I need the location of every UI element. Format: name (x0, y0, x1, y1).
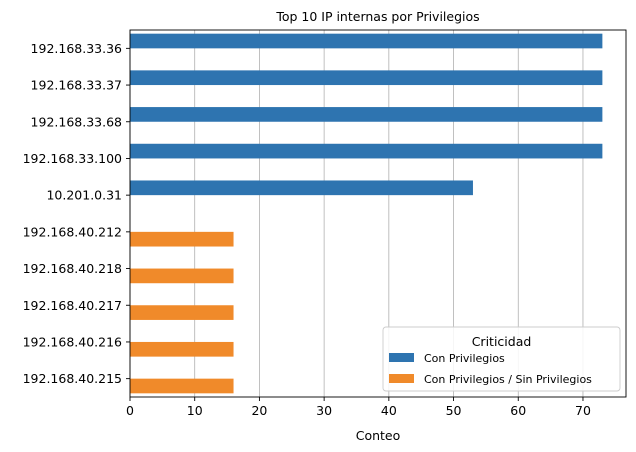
y-tick-label: 192.168.40.217 (23, 298, 122, 313)
bar (130, 268, 234, 284)
x-tick-label: 50 (446, 403, 462, 418)
bar (130, 305, 234, 320)
bar (130, 180, 473, 196)
x-tick-label: 0 (126, 403, 134, 418)
chart-title: Top 10 IP internas por Privilegios (275, 9, 479, 24)
x-tick-label: 70 (575, 403, 591, 418)
gridlines (129, 30, 584, 397)
y-tick-label: 192.168.33.37 (31, 78, 122, 93)
bar (130, 231, 234, 247)
y-tick-label: 192.168.40.212 (23, 224, 122, 239)
legend: Criticidad Con Privilegios Con Privilegio… (382, 326, 621, 392)
bar (130, 341, 234, 357)
plot-frame (129, 29, 627, 398)
legend-box (382, 326, 621, 392)
x-tick-label: 40 (381, 403, 397, 418)
x-axis-ticks: 0 10 20 30 40 50 60 70 (126, 397, 591, 418)
bars (130, 33, 603, 394)
y-tick-label: 192.168.33.68 (31, 114, 122, 129)
y-axis-ticks: 192.168.33.36 192.168.33.37 192.168.33.68 1… (23, 41, 130, 386)
y-tick-label: 10.201.0.31 (46, 188, 122, 203)
y-tick-label: 192.168.33.100 (23, 151, 122, 166)
y-tick-label: 192.168.40.216 (23, 334, 122, 349)
legend-swatch (389, 353, 414, 362)
x-axis-label: Conteo (356, 428, 401, 443)
legend-label: Con Privilegios (424, 352, 505, 365)
bar (130, 107, 603, 122)
bar (130, 70, 603, 86)
x-tick-label: 20 (251, 403, 267, 418)
bar (130, 378, 234, 394)
x-tick-label: 30 (316, 403, 332, 418)
x-tick-label: 60 (510, 403, 526, 418)
legend-label: Con Privilegios / Sin Privilegios (424, 373, 592, 386)
bar (130, 33, 603, 49)
y-tick-label: 192.168.40.215 (23, 371, 122, 386)
x-tick-label: 10 (187, 403, 203, 418)
legend-swatch (389, 374, 414, 383)
legend-title: Criticidad (472, 334, 532, 349)
bar (130, 143, 603, 159)
y-tick-label: 192.168.33.36 (31, 41, 122, 56)
y-tick-label: 192.168.40.218 (23, 261, 122, 276)
